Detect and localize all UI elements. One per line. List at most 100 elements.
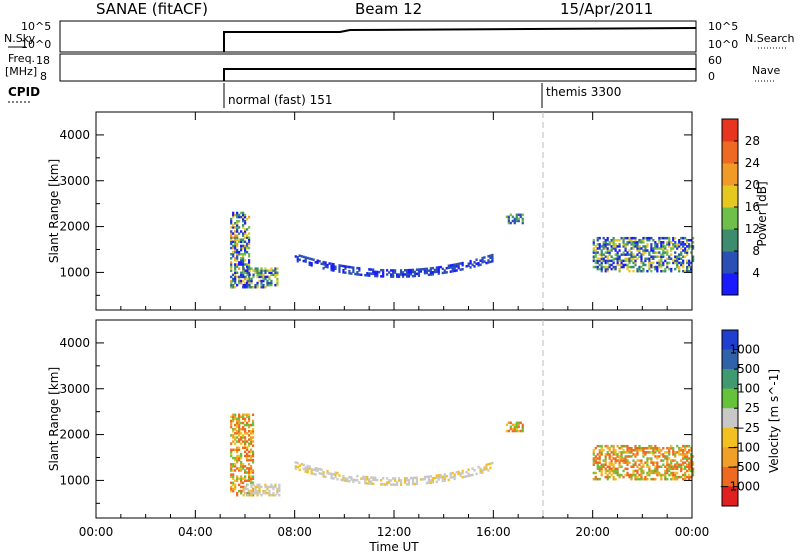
- data-cell: [614, 449, 617, 452]
- data-cell: [278, 493, 281, 497]
- data-cell: [431, 271, 434, 274]
- velocity-ytick-label: 1000: [59, 473, 90, 487]
- data-cell: [481, 468, 484, 472]
- data-cell: [674, 257, 677, 261]
- data-cell: [624, 459, 627, 462]
- data-cell: [234, 263, 237, 266]
- data-cell: [236, 493, 239, 497]
- data-cell: [652, 249, 655, 252]
- data-cell: [676, 465, 679, 469]
- data-cell: [240, 460, 243, 464]
- data-cell: [483, 256, 486, 259]
- data-cell: [630, 247, 633, 250]
- data-cell: [515, 213, 518, 217]
- data-cell: [487, 469, 490, 472]
- data-cell: [606, 475, 609, 479]
- power-colorbar-segment: [722, 185, 738, 208]
- data-cell: [242, 213, 245, 217]
- data-cell: [360, 477, 363, 480]
- data-cell: [256, 283, 259, 287]
- data-cell: [628, 455, 631, 458]
- data-cell: [618, 457, 621, 460]
- data-cell: [598, 236, 601, 240]
- data-cell: [242, 271, 245, 275]
- data-cell: [610, 469, 613, 473]
- data-cell: [614, 457, 617, 460]
- data-cell: [688, 467, 691, 471]
- data-cell: [242, 215, 245, 219]
- data-cell: [608, 259, 611, 263]
- data-cell: [598, 247, 601, 250]
- data-cell: [646, 463, 649, 466]
- data-cell: [352, 478, 355, 482]
- data-cell: [672, 261, 675, 265]
- data-cell: [660, 245, 663, 248]
- data-cell: [654, 267, 657, 271]
- data-cell: [624, 247, 627, 250]
- data-cell: [684, 461, 687, 464]
- data-cell: [270, 483, 273, 487]
- data-cell: [245, 467, 249, 470]
- data-cell: [604, 255, 607, 258]
- data-cell: [678, 243, 681, 246]
- data-cell: [232, 285, 235, 289]
- data-cell: [266, 491, 269, 495]
- data-cell: [674, 477, 677, 481]
- data-cell: [636, 465, 639, 469]
- data-cell: [626, 251, 629, 254]
- data-cell: [364, 481, 367, 485]
- data-cell: [606, 236, 609, 240]
- data-cell: [604, 245, 607, 248]
- x-tick-label: 12:00: [377, 525, 412, 539]
- data-cell: [636, 449, 639, 452]
- data-cell: [240, 491, 243, 495]
- data-cell: [670, 444, 673, 448]
- data-cell: [622, 236, 625, 240]
- data-cell: [594, 245, 597, 248]
- data-cell: [346, 477, 349, 481]
- data-cell: [660, 247, 663, 250]
- data-cell: [672, 446, 675, 450]
- power-ylabel: Slant Range [km]: [47, 159, 61, 263]
- data-cell: [604, 238, 607, 242]
- data-cell: [610, 245, 613, 248]
- data-cell: [604, 259, 607, 263]
- data-cell: [592, 459, 595, 462]
- data-cell: [656, 461, 659, 464]
- data-cell: [654, 255, 657, 258]
- data-cell: [240, 415, 243, 419]
- data-cell: [437, 474, 440, 477]
- data-cell: [606, 247, 609, 250]
- data-cell: [302, 463, 305, 467]
- data-cell: [260, 281, 263, 285]
- data-cell: [368, 268, 371, 271]
- data-cell: [232, 463, 235, 466]
- data-cell: [251, 452, 255, 456]
- data-cell: [594, 265, 597, 269]
- data-cell: [686, 253, 689, 256]
- data-cell: [232, 481, 235, 485]
- data-cell: [249, 438, 253, 441]
- data-cell: [682, 451, 685, 454]
- data-cell: [622, 449, 625, 452]
- data-cell: [245, 491, 249, 495]
- data-cell: [298, 464, 301, 468]
- data-cell: [322, 475, 325, 478]
- data-cell: [388, 479, 391, 482]
- data-cell: [242, 467, 245, 470]
- data-cell: [485, 261, 488, 265]
- data-cell: [690, 238, 693, 242]
- data-cell: [616, 238, 619, 242]
- data-cell: [662, 263, 665, 267]
- data-cell: [240, 246, 243, 250]
- data-cell: [260, 269, 263, 272]
- data-cell: [664, 473, 667, 477]
- data-cell: [234, 483, 237, 487]
- data-cell: [630, 475, 633, 479]
- power-colorbar-label: Power [dB]: [755, 181, 769, 246]
- data-cell: [425, 475, 428, 479]
- data-cell: [234, 469, 237, 472]
- data-cell: [411, 482, 415, 486]
- data-cell: [234, 415, 237, 419]
- data-cell: [395, 273, 399, 276]
